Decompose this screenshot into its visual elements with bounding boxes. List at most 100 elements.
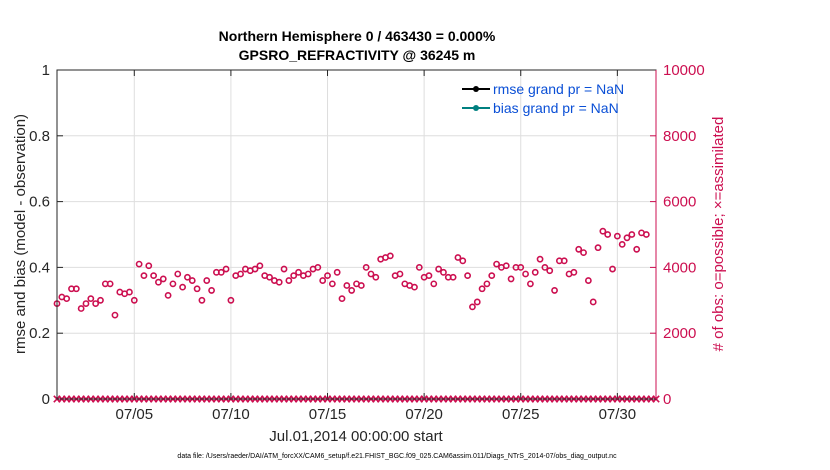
obs-possible-point [145, 262, 153, 270]
obs-possible-point [251, 265, 259, 273]
y-right-tick-label: 10000 [663, 62, 705, 79]
obs-possible-point [237, 270, 244, 278]
obs-possible-point [77, 305, 85, 312]
y-left-tick-label: 0.8 [29, 128, 50, 145]
obs-possible-point [449, 273, 457, 281]
obs-possible-point [580, 249, 587, 256]
obs-possible-point [314, 263, 322, 271]
obs-possible-point [111, 311, 119, 319]
obs-possible-point [227, 296, 235, 304]
obs-possible-point [155, 278, 162, 286]
obs-possible-point [589, 298, 597, 306]
obs-possible-point [275, 278, 283, 286]
obs-possible-point [386, 252, 394, 260]
obs-possible-point [169, 280, 177, 288]
obs-possible-point [478, 285, 486, 293]
obs-possible-point [372, 273, 380, 281]
obs-possible-point [469, 303, 476, 311]
legend-bias-marker [473, 105, 479, 111]
obs-possible-point [522, 270, 529, 278]
obs-possible-point [184, 273, 191, 281]
obs-possible-point [488, 272, 496, 280]
legend-bias-label: bias grand pr = NaN [493, 100, 619, 116]
obs-possible-point [430, 280, 438, 288]
obs-possible-point [97, 296, 104, 304]
data-file-footnote: data file: /Users/raeder/DAI/ATM_forcXX/… [177, 453, 617, 460]
y-left-tick-label: 0.4 [29, 259, 50, 276]
obs-possible-point [135, 260, 143, 268]
tick-labels: 07/05 07/10 07/15 07/20 07/25 07/30 0 0.2 0.4 0.6… [29, 62, 705, 423]
obs-possible-point [159, 275, 167, 283]
obs-possible-point [285, 277, 293, 284]
obs-possible-point [164, 291, 172, 299]
obs-possible-point [362, 263, 370, 271]
obs-possible-point [256, 262, 264, 270]
obs-possible-point [415, 263, 423, 271]
obs-possible-point [367, 270, 375, 278]
obs-possible-point [324, 272, 331, 280]
obs-possible-point [502, 262, 510, 270]
obs-possible-point [459, 257, 467, 265]
obs-possible-point [623, 234, 631, 242]
y-right-tick-label: 4000 [663, 259, 696, 276]
plot-area [57, 70, 656, 399]
legend: rmse grand pr = NaN bias grand pr = NaN [462, 81, 624, 116]
obs-possible-point [507, 275, 515, 283]
obs-possible-point [193, 285, 201, 293]
x-tick-label: 07/10 [212, 406, 250, 423]
x-axis-label: Jul.01,2014 00:00:00 start [269, 428, 443, 445]
obs-possible-point [517, 263, 525, 271]
obs-possible-point [425, 272, 433, 280]
obs-possible-point [72, 285, 80, 293]
obs-possible-point [179, 283, 186, 291]
y-left-tick-label: 0.2 [29, 325, 50, 342]
obs-possible-point [546, 267, 554, 275]
obs-possible-point [328, 280, 336, 288]
x-tick-label: 07/20 [405, 406, 443, 423]
obs-possible-point [174, 270, 182, 278]
obs-possible-point [217, 268, 225, 276]
obs-possible-point [454, 254, 462, 261]
y-axis-left-label: rmse and bias (model - observation) [12, 114, 29, 354]
obs-possible-point [464, 272, 472, 280]
x-tick-label: 07/25 [502, 406, 540, 423]
obs-possible-point [295, 268, 302, 276]
x-tick-label: 07/05 [116, 406, 154, 423]
obs-possible-point [633, 245, 641, 253]
obs-possible-point [541, 263, 549, 271]
y-right-tick-label: 6000 [663, 194, 696, 211]
obs-possible-point [280, 265, 288, 273]
obs-possible-point [628, 231, 636, 238]
legend-item-rmse: rmse grand pr = NaN [462, 81, 624, 97]
y-right-tick-label: 8000 [663, 128, 696, 145]
obs-possible-point [411, 283, 418, 291]
obs-possible-point [483, 280, 491, 288]
series-possible [53, 227, 650, 319]
obs-possible-point [613, 232, 621, 240]
obs-possible-point [188, 277, 196, 284]
obs-possible-point [208, 287, 215, 294]
obs-possible-point [92, 300, 100, 307]
obs-possible-point [106, 280, 114, 288]
obs-possible-point [604, 231, 612, 238]
obs-possible-point [290, 272, 298, 280]
y-left-tick-label: 1 [42, 62, 50, 79]
legend-rmse-label: rmse grand pr = NaN [493, 81, 624, 97]
obs-possible-point [357, 282, 365, 289]
obs-possible-point [82, 300, 90, 307]
obs-possible-point [527, 280, 534, 288]
obs-possible-point [570, 268, 578, 276]
obs-possible-point [343, 282, 351, 289]
obs-possible-point [440, 268, 447, 276]
obs-possible-point [87, 295, 95, 303]
obs-possible-point [642, 231, 650, 238]
y-right-tick-label: 2000 [663, 325, 696, 342]
obs-possible-point [338, 295, 346, 303]
obs-possible-point [348, 287, 356, 294]
obs-possible-point [198, 296, 206, 304]
obs-possible-point [63, 295, 71, 303]
obs-possible-point [536, 255, 544, 263]
obs-possible-point [130, 296, 138, 304]
y-axis-right-label: # of obs: o=possible; ×=assimilated [710, 117, 727, 352]
